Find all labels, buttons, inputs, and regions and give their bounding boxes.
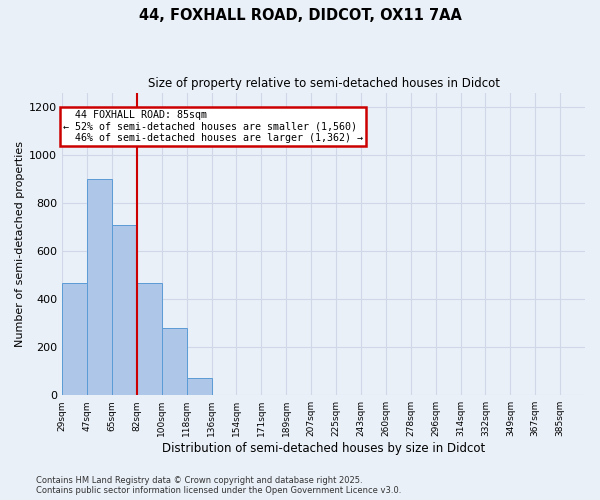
Y-axis label: Number of semi-detached properties: Number of semi-detached properties: [15, 141, 25, 347]
Bar: [137, 282, 162, 395]
Bar: [187, 378, 212, 395]
Text: 44, FOXHALL ROAD, DIDCOT, OX11 7AA: 44, FOXHALL ROAD, DIDCOT, OX11 7AA: [139, 8, 461, 22]
Bar: [87, 180, 112, 395]
Bar: [62, 282, 87, 395]
Text: Contains HM Land Registry data © Crown copyright and database right 2025.
Contai: Contains HM Land Registry data © Crown c…: [36, 476, 401, 495]
Text: 44 FOXHALL ROAD: 85sqm
← 52% of semi-detached houses are smaller (1,560)
  46% o: 44 FOXHALL ROAD: 85sqm ← 52% of semi-det…: [62, 110, 362, 143]
Bar: [162, 328, 187, 395]
Bar: [112, 225, 137, 395]
X-axis label: Distribution of semi-detached houses by size in Didcot: Distribution of semi-detached houses by …: [162, 442, 485, 455]
Title: Size of property relative to semi-detached houses in Didcot: Size of property relative to semi-detach…: [148, 78, 500, 90]
